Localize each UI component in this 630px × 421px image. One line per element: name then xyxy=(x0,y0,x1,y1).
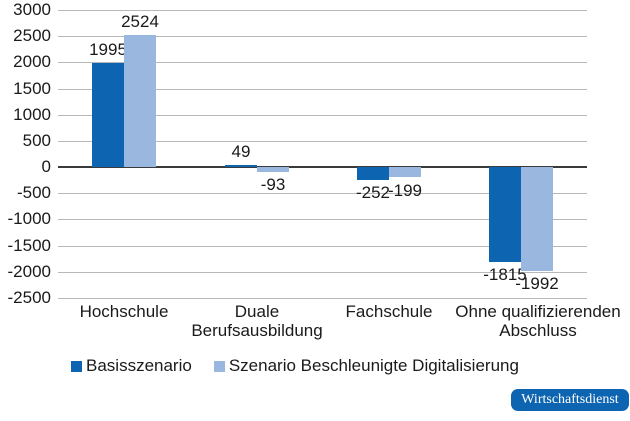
gridline xyxy=(58,36,587,37)
x-label-line: Fachschule xyxy=(345,302,433,321)
gridline xyxy=(58,193,587,194)
x-label-line: Hochschule xyxy=(79,302,169,321)
x-axis-category-label: Ohne qualifizierenden Abschluss xyxy=(448,302,628,340)
legend-label: Szenario Beschleunigte Digitalisierung xyxy=(228,356,519,375)
bar-digital xyxy=(257,167,289,172)
data-label: -1815 xyxy=(483,265,527,285)
data-label: -199 xyxy=(387,180,423,200)
zero-axis-line xyxy=(58,166,587,168)
data-label: -252 xyxy=(355,183,391,203)
data-label: -93 xyxy=(260,174,286,194)
bar-digital xyxy=(521,167,553,272)
bar-digital xyxy=(389,167,421,178)
gridline xyxy=(58,219,587,220)
x-label-line: Berufsausbildung xyxy=(191,321,323,340)
y-tick-label: -500 xyxy=(16,183,51,203)
bar-basis xyxy=(489,167,521,263)
x-label-line: Ohne qualifizierenden xyxy=(455,302,621,321)
x-axis-category-label: Duale Berufsausbildung xyxy=(167,302,347,340)
gridline xyxy=(58,10,587,11)
bar-basis xyxy=(92,62,124,168)
data-label: 1995 xyxy=(89,39,127,59)
x-label-line: Duale xyxy=(234,302,280,321)
y-tick-label: 2500 xyxy=(13,26,51,46)
y-tick-label: 0 xyxy=(41,157,51,177)
y-tick-label: -2500 xyxy=(7,288,51,307)
chart-legend: Basisszenario Szenario Beschleunigte Dig… xyxy=(71,356,541,376)
gridline xyxy=(58,272,587,273)
gridline xyxy=(58,298,587,299)
gridline xyxy=(58,246,587,247)
y-tick-label: 500 xyxy=(22,130,51,150)
legend-label: Basisszenario xyxy=(86,356,192,375)
bar-digital xyxy=(124,34,156,168)
legend-item-basisszenario: Basisszenario xyxy=(71,356,192,376)
y-tick-label: -2000 xyxy=(7,261,51,281)
y-tick-label: -1000 xyxy=(7,209,51,229)
y-tick-label: 3000 xyxy=(13,0,51,19)
x-axis-category-label: Fachschule xyxy=(299,302,479,321)
y-tick-label: 1000 xyxy=(13,104,51,124)
data-label: 49 xyxy=(231,141,251,161)
publisher-badge: Wirtschaftsdienst xyxy=(511,389,629,411)
data-label: 2524 xyxy=(121,11,159,31)
bar-basis xyxy=(357,167,389,181)
x-label-line: Abschluss xyxy=(499,321,577,340)
legend-swatch-icon xyxy=(71,360,82,372)
legend-swatch-icon xyxy=(213,360,225,372)
gridline xyxy=(58,141,587,142)
y-tick-label: 2000 xyxy=(13,52,51,72)
gridline xyxy=(58,115,587,116)
gridline xyxy=(58,89,587,90)
legend-item-digitalisierung: Szenario Beschleunigte Digitalisierung xyxy=(213,356,519,376)
data-label: -1992 xyxy=(515,274,559,294)
y-tick-label: 1500 xyxy=(13,78,51,98)
bar-basis xyxy=(225,164,257,168)
y-tick-label: -1500 xyxy=(7,235,51,255)
gridline xyxy=(58,62,587,63)
x-axis-category-label: Hochschule xyxy=(34,302,214,321)
